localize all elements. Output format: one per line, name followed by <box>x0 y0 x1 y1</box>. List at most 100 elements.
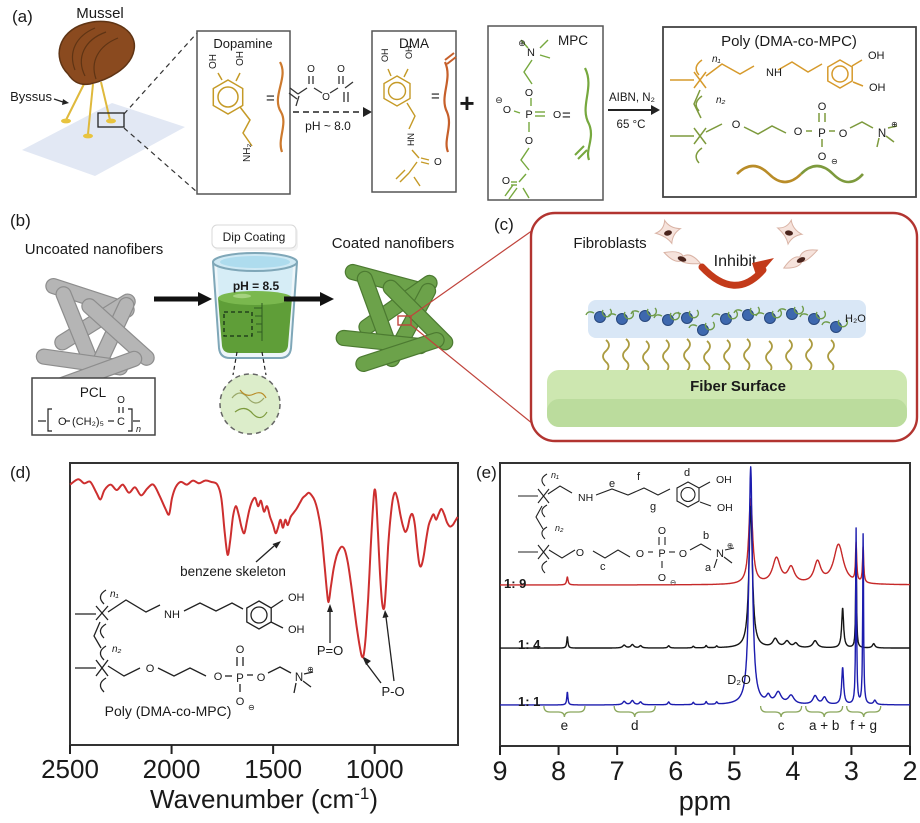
o-label: O <box>214 671 223 683</box>
p-label: P <box>236 673 244 685</box>
oh-label: OH <box>717 502 733 514</box>
ftir-annotation-po: P-O <box>381 684 404 699</box>
letter-d: d <box>684 467 690 479</box>
letter-e: e <box>609 478 615 490</box>
ftir-inset-structure <box>75 589 314 694</box>
nmr-region-label: a + b <box>809 718 839 733</box>
dma-squiggle <box>443 61 451 153</box>
panel-a: (a) Mussel Byssus Dopamine OH OH N <box>10 5 917 201</box>
methacrylic-anhydride-structure <box>288 76 354 107</box>
dopamine-title: Dopamine <box>213 36 272 51</box>
dip-coating-tag <box>211 224 297 249</box>
coated-nanofibers-title: Coated nanofibers <box>332 235 455 252</box>
nmr-inset-structure <box>518 473 735 574</box>
equals-sign: = <box>431 88 440 105</box>
nmr-axis-tick-label: 7 <box>610 756 625 786</box>
panel-a-label: (a) <box>12 7 33 26</box>
p-label: P <box>525 109 532 121</box>
plus-charge: ⊕ <box>891 120 898 129</box>
ftir-axis-tick-label: 1500 <box>244 754 302 784</box>
o-label: O <box>636 548 644 560</box>
o-label: O <box>236 644 245 656</box>
plus-charge: ⊕ <box>307 665 314 674</box>
oh-label: OH <box>716 474 732 486</box>
dma-box: DMA OH OH HN O = <box>371 30 457 193</box>
o-label: O <box>525 135 533 147</box>
poly-box: Poly (DMA-co-MPC) n₁ NH OH OH <box>662 26 917 198</box>
coated-fiber-cluster <box>334 262 457 374</box>
o-label: O <box>658 525 666 537</box>
nmr-xaxis-title: ppm <box>679 786 732 816</box>
panel-e-label: (e) <box>476 463 497 482</box>
mpc-squiggle <box>583 67 593 161</box>
ftir-annotation-peo: P=O <box>317 643 343 658</box>
poly-dma-unit <box>670 59 864 89</box>
dip-coating-label: Dip Coating <box>223 230 286 244</box>
panel-e: (e) n₁ n₂ NH OH OH O O P O O ⊖ O N ⊕ e <box>476 462 918 816</box>
nmr-region-brace <box>543 705 586 718</box>
o-label: O <box>337 64 345 75</box>
ftir-annotation-arrow-po2 <box>385 616 395 682</box>
panel-d: (d) n₁ n₂ NH OH OH O O P O O ⊖ O N ⊕ Pol… <box>10 462 459 814</box>
plus-sign: + <box>459 88 474 118</box>
byssus-label: Byssus <box>10 89 52 104</box>
magnifier-circle <box>219 373 281 435</box>
uncoated-nanofibers-title: Uncoated nanofibers <box>25 241 163 258</box>
o-label: O <box>58 416 67 428</box>
nmr-region-label: d <box>631 718 639 733</box>
nmr-region-brace <box>613 705 656 718</box>
ftir-structure-caption: Poly (DMA-co-MPC) <box>105 703 232 719</box>
o-label: O <box>307 64 315 75</box>
o-label: O <box>576 547 584 559</box>
reaction-condition-temp: 65 °C <box>617 119 646 131</box>
ftir-axis-tick-label: 2500 <box>41 754 99 784</box>
fiber-zoom-box <box>397 315 412 326</box>
dma-title: DMA <box>399 36 429 51</box>
n2-label: n₂ <box>716 95 726 106</box>
panel-b: (b) Uncoated nanofibers Dip Coating pH =… <box>10 211 534 436</box>
poly-title: Poly (DMA-co-MPC) <box>721 33 857 50</box>
oh-label: OH <box>380 49 390 63</box>
fiber-surface-shade <box>547 399 907 427</box>
oh-label: OH <box>235 51 246 66</box>
nmr-region-label: c <box>778 718 785 733</box>
o-label: O <box>818 101 827 113</box>
panel-b-label: (b) <box>10 211 31 230</box>
poly-wavy-line-left <box>736 164 802 184</box>
panel-c: (c) Fibroblasts Inhibit H₂O <box>494 211 919 443</box>
minus-charge: ⊖ <box>495 95 503 105</box>
ftir-annotation-arrow-benzene <box>255 545 275 563</box>
n1-label: n₁ <box>110 589 119 600</box>
nmr-axis-tick-label: 6 <box>668 756 683 786</box>
oh-label: OH <box>288 624 305 636</box>
plus-charge: ⊕ <box>727 541 733 550</box>
reaction-arrow-2-head <box>651 105 660 115</box>
n-subscript: n <box>136 424 141 434</box>
nmr-region-label: e <box>561 718 569 733</box>
nh-label: NH <box>164 609 180 621</box>
o-label: O <box>839 128 848 140</box>
ftir-annotation-arrow-po1 <box>365 662 382 684</box>
hn-label: HN <box>406 133 416 146</box>
poly-mpc-unit <box>670 89 898 164</box>
equals-sign: = <box>562 107 571 124</box>
nmr-trace <box>499 505 911 649</box>
nmr-axis-tick-label: 2 <box>902 756 917 786</box>
ftir-annotation-benzene: benzene skeleton <box>180 564 286 579</box>
n-label: N <box>295 672 303 684</box>
pcl-title: PCL <box>80 385 107 400</box>
o-label: O <box>257 672 266 684</box>
o-label: O <box>658 572 666 584</box>
c-label: C <box>117 416 125 428</box>
nmr-region-brace <box>805 705 844 718</box>
nmr-axis-tick-label: 8 <box>551 756 566 786</box>
oh-label: OH <box>288 592 305 604</box>
oh-label: OH <box>404 46 414 60</box>
nh2-label: NH₂ <box>242 144 253 162</box>
nmr-axis-tick-label: 4 <box>785 756 800 786</box>
panel-d-label: (d) <box>10 463 31 482</box>
poly-wavy-line-right <box>800 164 864 184</box>
fibroblasts-label: Fibroblasts <box>573 235 646 252</box>
